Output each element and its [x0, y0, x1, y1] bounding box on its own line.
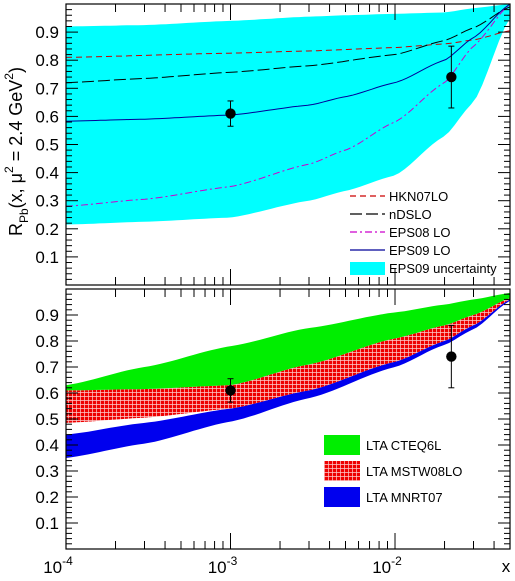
series-line-ndslo — [66, 6, 510, 84]
x-axis-title: x — [502, 557, 511, 576]
y-tick-label: 0.4 — [35, 436, 59, 455]
y-tick-label: 0.6 — [35, 384, 59, 403]
legend-swatch-box — [350, 262, 385, 275]
data-marker — [446, 351, 457, 362]
y-tick-label: 0.4 — [35, 164, 59, 183]
y-axis: 0.1 0.2 0.3 0.4 0.5 0.6 0.7 0.8 0.9 — [35, 293, 510, 545]
bottom-panel: 0.1 0.2 0.3 0.4 0.5 0.6 0.7 0.8 0.9 10-4 10-3 10-2 L… — [35, 288, 511, 577]
y-tick-label: 0.7 — [35, 358, 59, 377]
legend-swatch-box — [324, 435, 360, 455]
legend-label: LTA CTEQ6L — [366, 438, 441, 453]
plot-area — [66, 292, 510, 458]
y-axis: 0.1 0.2 0.3 0.4 0.5 0.6 0.7 0.8 0.9 — [35, 9, 510, 280]
legend-label: EPS09 LO — [389, 243, 450, 258]
y-tick-label: 0.3 — [35, 462, 59, 481]
y-tick-label: 0.1 — [35, 248, 59, 267]
band-lta-mnrt07 — [66, 299, 510, 458]
y-tick-label: 0.2 — [35, 488, 59, 507]
legend: HKN07LO nDSLO EPS08 LO EPS09 LO EPS09 uncert… — [350, 189, 497, 276]
data-point-1 — [225, 378, 236, 403]
data-marker — [446, 71, 457, 83]
x-axis — [65, 4, 511, 285]
y-tick-label: 0.9 — [35, 306, 59, 325]
data-point-1 — [225, 100, 236, 127]
y-tick-label: 0.5 — [35, 136, 59, 155]
series-line-eps08-lo — [66, 4, 510, 207]
legend: LTA CTEQ6L LTA MSTW08LO LTA MNRT07 — [324, 435, 462, 507]
series-line-eps09-lo — [66, 4, 510, 122]
y-tick-label: 0.8 — [35, 332, 59, 351]
band-lta-cteq6l — [66, 292, 510, 391]
y-tick-label: 0.3 — [35, 192, 59, 211]
data-point-2 — [446, 45, 457, 109]
x-tick-label: 10-2 — [372, 554, 402, 577]
y-tick-label: 0.8 — [35, 51, 59, 70]
legend-label: EPS08 LO — [389, 225, 450, 240]
x-tick-label: 10-3 — [208, 554, 238, 577]
y-tick-label: 0.5 — [35, 410, 59, 429]
y-axis-title: RPb(x, μ2 = 2.4 GeV2) — [2, 67, 31, 236]
series-line-hkn07lo — [66, 30, 510, 58]
y-tick-label: 0.2 — [35, 220, 59, 239]
legend-label: EPS09 uncertainty — [389, 261, 497, 276]
x-tick-label: 10-4 — [43, 554, 73, 577]
band-lta-mstw08lo — [66, 298, 510, 423]
legend-swatch-box — [324, 461, 360, 481]
x-axis: 10-4 10-3 10-2 — [43, 289, 511, 577]
eps09-uncertainty-band — [66, 4, 510, 225]
data-marker — [225, 385, 236, 396]
plot-area — [66, 4, 510, 225]
legend-label: LTA MNRT07 — [366, 490, 443, 505]
legend-label: nDSLO — [389, 207, 432, 222]
y-tick-label: 0.9 — [35, 23, 59, 42]
data-marker — [225, 108, 236, 119]
data-point-2 — [446, 324, 457, 389]
legend-swatch-box — [324, 487, 360, 507]
legend-label: HKN07LO — [389, 189, 448, 204]
y-tick-label: 0.1 — [35, 514, 59, 533]
y-tick-label: 0.7 — [35, 79, 59, 98]
legend-label: LTA MSTW08LO — [366, 464, 462, 479]
y-tick-label: 0.6 — [35, 107, 59, 126]
top-panel: 0.1 0.2 0.3 0.4 0.5 0.6 0.7 0.8 0.9 HKN07LO nDSLO E… — [2, 3, 511, 286]
